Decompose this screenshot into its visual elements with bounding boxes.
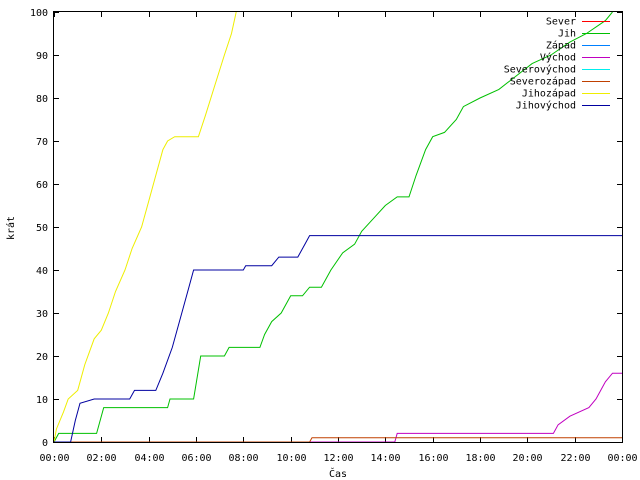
x-tick-label: 18:00	[465, 453, 495, 464]
legend-label-jihovychod: Jihovýchod	[516, 100, 576, 112]
x-tick-label: 10:00	[276, 453, 306, 464]
legend-label-severozapad: Severozápad	[510, 76, 576, 88]
y-axis-title-group: krát	[5, 216, 17, 240]
legend-label-jih: Jih	[558, 29, 576, 40]
y-tick-label: 90	[36, 51, 48, 62]
series-line-jih	[53, 11, 613, 443]
x-tick-label: 00:00	[607, 453, 637, 464]
axis-ticks: 0 10 20 30 40 50 60 70 80 90 100 00:00 02:00 04:00 06:…	[30, 8, 638, 464]
x-tick-label: 22:00	[560, 453, 590, 464]
x-tick-label: 16:00	[418, 453, 448, 464]
legend-label-zapad: Západ	[546, 40, 576, 52]
x-tick-label: 12:00	[323, 453, 353, 464]
y-tick-label: 40	[36, 266, 48, 277]
series-line-jihovychod	[54, 235, 622, 443]
y-tick-label: 50	[36, 223, 48, 234]
x-tick-label: 04:00	[134, 453, 164, 464]
legend-label-vychod: Východ	[540, 52, 576, 64]
x-tick-label: 02:00	[86, 453, 116, 464]
x-tick-label: 00:00	[39, 453, 69, 464]
legend: SeverJihZápadVýchodSeverovýchodSeverozáp…	[504, 17, 610, 112]
plot-frame	[53, 11, 623, 443]
x-tick-label: 14:00	[370, 453, 400, 464]
x-axis-title: Čas	[329, 467, 347, 480]
y-tick-label: 100	[30, 8, 48, 19]
y-tick-label: 20	[36, 352, 48, 363]
series-line-vychod	[54, 372, 622, 443]
y-tick-label: 70	[36, 137, 48, 148]
series-line-jihozapad	[53, 11, 237, 443]
y-tick-label: 80	[36, 94, 48, 105]
y-tick-label: 60	[36, 180, 48, 191]
y-axis-title: krát	[5, 216, 17, 240]
x-tick-label: 20:00	[512, 453, 542, 464]
x-tick-label: 06:00	[181, 453, 211, 464]
legend-label-jihozapad: Jihozápad	[522, 88, 576, 100]
legend-label-severovychod: Severovýchod	[504, 64, 576, 76]
x-tick-label: 08:00	[228, 453, 258, 464]
y-tick-label: 0	[42, 438, 48, 449]
legend-label-sever: Sever	[546, 17, 576, 28]
y-tick-label: 10	[36, 395, 48, 406]
y-tick-label: 30	[36, 309, 48, 320]
